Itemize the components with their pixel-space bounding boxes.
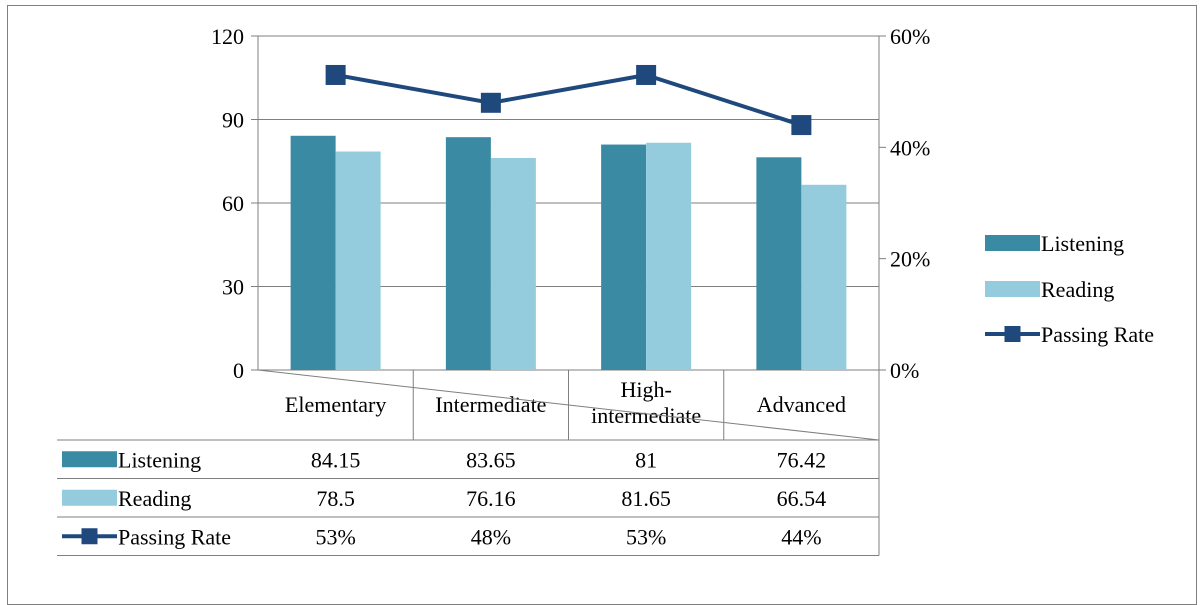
right-tick-label: 40% (890, 135, 930, 160)
bar-reading (801, 184, 847, 370)
legend: Listening Reading Passing Rate (985, 231, 1154, 347)
legend-swatch (985, 235, 1040, 251)
table-cell: 81 (635, 447, 657, 472)
bar-listening (290, 135, 336, 370)
table-cell: 53% (315, 524, 355, 549)
table-cell: 53% (626, 524, 666, 549)
table-cell: 76.16 (466, 486, 516, 511)
right-tick-label: 60% (890, 24, 930, 49)
legend-swatch (985, 281, 1040, 297)
bar-reading (335, 151, 381, 370)
table-cell: 81.65 (621, 486, 671, 511)
legend-swatch (62, 489, 117, 506)
bar-reading (490, 158, 536, 370)
left-tick-label: 120 (211, 24, 244, 49)
table-row-label: Passing Rate (118, 524, 231, 549)
table-cell: 44% (781, 524, 821, 549)
table-cell: 83.65 (466, 447, 516, 472)
left-tick-label: 60 (222, 191, 244, 216)
legend-label: Listening (1041, 231, 1124, 256)
left-tick-label: 90 (222, 108, 244, 133)
legend-marker-swatch (81, 528, 98, 545)
bars (290, 135, 847, 370)
legend-label: Passing Rate (1041, 322, 1154, 347)
left-tick-label: 0 (233, 358, 244, 383)
category-label: intermediate (591, 403, 701, 428)
category-label: Advanced (757, 392, 846, 417)
data-table: Listening 84.15 83.65 81 76.42 Reading 78.5 76.… (57, 369, 880, 556)
category-label: Elementary (285, 392, 386, 417)
table-cell: 78.5 (316, 486, 355, 511)
legend-label: Reading (1041, 277, 1114, 302)
legend-swatch (62, 451, 117, 468)
axes (251, 35, 886, 371)
right-axis-ticks: 0% 20% 40% 60% (890, 24, 930, 383)
passing-rate-line-path (335, 72, 802, 127)
left-axis-ticks: 0 30 60 90 120 (211, 24, 244, 383)
table-cell: 84.15 (311, 447, 361, 472)
right-tick-label: 20% (890, 247, 930, 272)
bar-reading (646, 142, 692, 370)
passing-rate-marker (325, 64, 346, 85)
passing-rate-marker (636, 64, 657, 85)
chart: 0 30 60 90 120 0% 20% 40% 60% Elementary Interme… (57, 24, 1154, 556)
table-cell: 76.42 (777, 447, 827, 472)
legend-marker-swatch (1004, 326, 1021, 342)
table-cell: 66.54 (777, 486, 827, 511)
table-row-label: Reading (118, 486, 191, 511)
table-cell: 48% (471, 524, 511, 549)
right-tick-label: 0% (890, 358, 919, 383)
bar-listening (601, 144, 647, 370)
table-row-label: Listening (118, 447, 201, 472)
passing-rate-marker (480, 92, 501, 113)
category-label: High- (620, 377, 671, 402)
bar-listening (756, 157, 802, 370)
left-tick-label: 30 (222, 275, 244, 300)
passing-rate-marker (791, 115, 812, 136)
passing-rate-line (325, 64, 812, 136)
bar-listening (445, 137, 491, 370)
